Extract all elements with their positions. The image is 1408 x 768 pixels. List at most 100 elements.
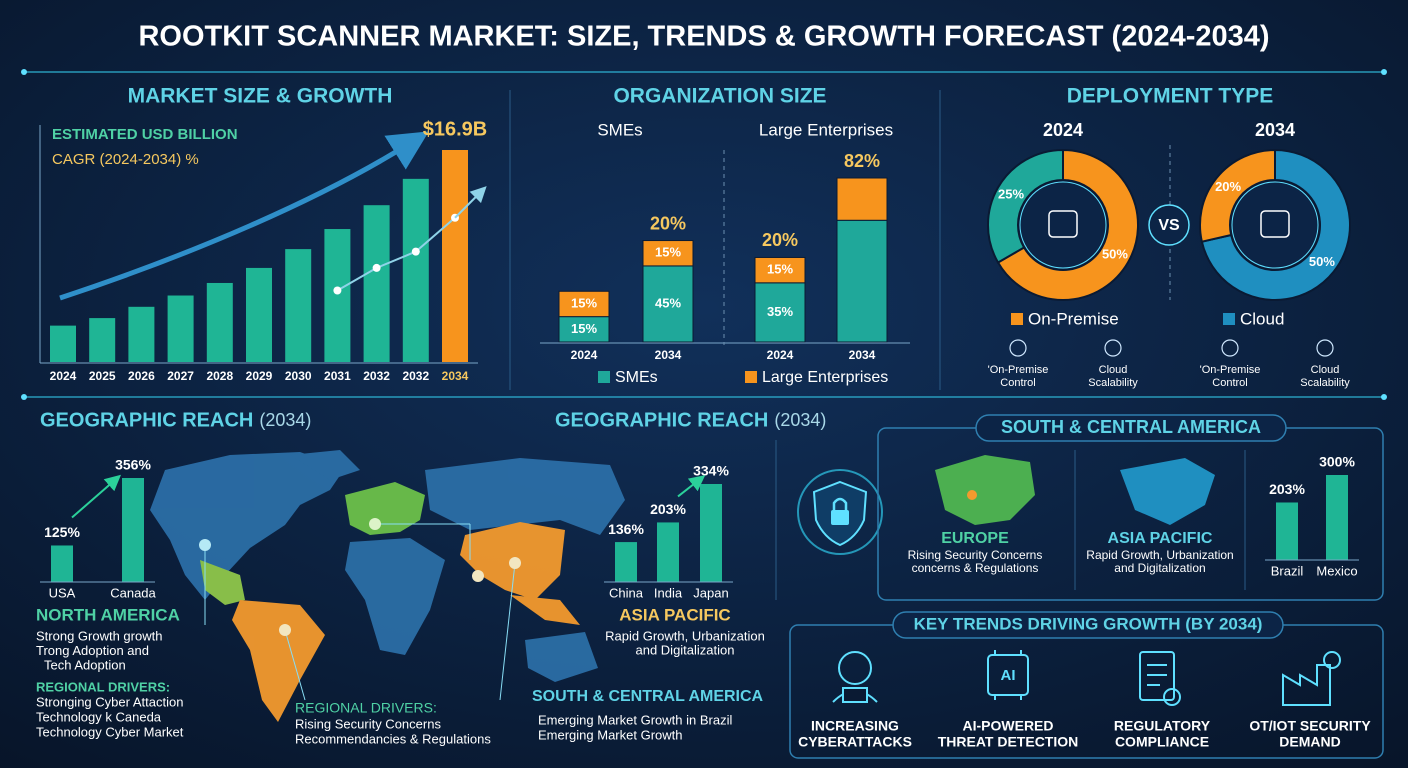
bar <box>1326 475 1348 560</box>
year-label: 2034 <box>1255 120 1295 140</box>
region-title: SOUTH & CENTRAL AMERICA <box>532 688 764 705</box>
growth-arrow <box>59 131 429 301</box>
data-label: 300% <box>1319 454 1355 470</box>
trend-label: CYBERATTACKS <box>798 734 912 750</box>
x-tick-label: Brazil <box>1271 563 1304 578</box>
bar <box>246 267 272 362</box>
feature-icon <box>1316 339 1334 357</box>
cagr-arrow <box>454 186 487 219</box>
bullet: Technology Cyber Market <box>36 724 184 739</box>
feature-label: Scalability <box>1300 377 1350 389</box>
x-tick-label: 2032 <box>402 369 429 383</box>
description: concerns & Regulations <box>912 561 1039 575</box>
legend-label: On-Premise <box>1028 309 1119 328</box>
legend-label: Large Enterprises <box>762 369 888 386</box>
bar <box>324 229 351 362</box>
bullet: Rising Security Concerns <box>295 716 441 731</box>
data-label: 45% <box>655 295 681 310</box>
cagr-point <box>372 263 381 272</box>
donut-slice <box>987 148 1064 264</box>
panel-tab <box>975 414 1287 442</box>
icon-label: AI <box>1001 667 1016 684</box>
trend-label: REGULATORY <box>1114 718 1211 734</box>
divider-dot <box>21 394 27 400</box>
divider-dot <box>1381 394 1387 400</box>
bar <box>700 484 722 582</box>
x-tick-label: 2034 <box>849 348 876 362</box>
cagr-line <box>336 216 456 292</box>
bullet: Emerging Market Growth <box>538 727 683 742</box>
trend-label: DEMAND <box>1279 734 1340 750</box>
data-label: 15% <box>571 321 597 336</box>
trend-label: THREAT DETECTION <box>938 734 1079 750</box>
trend-icons <box>832 650 1341 706</box>
trend-label: INCREASING <box>811 718 899 734</box>
cagr-point <box>333 286 342 295</box>
group-label: SMEs <box>597 120 642 139</box>
section-title: MARKET SIZE & GROWTH <box>128 85 393 108</box>
bar-segment <box>836 219 888 343</box>
data-label: 50% <box>1102 246 1128 261</box>
data-label: 203% <box>650 501 686 517</box>
x-tick-label: USA <box>49 585 76 600</box>
trend-label: OT/IOT SECURITY <box>1249 718 1371 734</box>
bar <box>1276 502 1298 560</box>
bar <box>402 178 429 362</box>
bar <box>442 150 468 362</box>
feature-label: Control <box>1000 377 1035 389</box>
bullet: Strong Growth growth <box>36 628 162 643</box>
growth-arrow <box>71 474 122 519</box>
feature-label: 'On-Premise <box>988 364 1049 376</box>
feature-label: 'On-Premise <box>1200 364 1261 376</box>
region-title: ASIA PACIFIC <box>619 605 730 624</box>
description: and Digitalization <box>635 642 734 657</box>
donut-center <box>1231 181 1319 269</box>
x-tick-label: 2029 <box>246 369 273 383</box>
year-label: 2024 <box>1043 120 1083 140</box>
bar <box>128 306 155 362</box>
x-tick-label: 2024 <box>767 348 794 362</box>
x-tick-label: 2024 <box>50 369 77 383</box>
drivers-title: REGIONAL DRIVERS: <box>295 700 437 716</box>
bullet: Recommendancies & Regulations <box>295 731 491 746</box>
data-label: 50% <box>1309 254 1335 269</box>
feature-icon <box>1104 339 1122 357</box>
feature-label: Cloud <box>1099 364 1128 376</box>
data-label: 15% <box>767 262 793 277</box>
legend-label: ESTIMATED USD BILLION <box>52 126 238 143</box>
data-label: $16.9B <box>423 118 488 140</box>
section-title: GEOGRAPHIC REACH <box>40 409 253 431</box>
feature-label: Cloud <box>1311 364 1340 376</box>
map-pin <box>967 490 977 500</box>
x-tick-label: 2031 <box>324 369 351 383</box>
page-title: ROOTKIT SCANNER MARKET: SIZE, TRENDS & G… <box>138 21 1269 53</box>
bar-segment <box>836 177 888 221</box>
region-title: EUROPE <box>941 530 1009 547</box>
x-tick-label: 2030 <box>285 369 312 383</box>
region-title: ASIA PACIFIC <box>1108 530 1213 547</box>
vs-label: VS <box>1158 217 1180 234</box>
divider-dot <box>21 69 27 75</box>
section-title: ORGANIZATION SIZE <box>613 85 826 108</box>
bar-segment <box>642 265 694 343</box>
donut-slice <box>996 148 1139 301</box>
panel-title: SOUTH & CENTRAL AMERICA <box>1001 417 1261 437</box>
center-icon <box>1260 210 1290 238</box>
bar-segment <box>754 256 806 284</box>
feature-label: Control <box>1212 377 1247 389</box>
data-label: 25% <box>998 186 1024 201</box>
legend-label: Cloud <box>1240 309 1284 328</box>
drivers-title: REGIONAL DRIVERS: <box>36 679 170 694</box>
bullet: Stronging Cyber Attaction <box>36 694 183 709</box>
bar-segment <box>558 290 610 318</box>
bullet: Tech Adoption <box>44 657 126 672</box>
divider-dot <box>1381 69 1387 75</box>
x-tick-label: Japan <box>693 585 728 600</box>
bullet: Technology k Caneda <box>36 709 162 724</box>
legend-label: CAGR (2024-2034) % <box>52 151 199 168</box>
trend-label: AI-POWERED <box>963 718 1054 734</box>
bar <box>51 545 73 582</box>
bar <box>363 205 390 362</box>
